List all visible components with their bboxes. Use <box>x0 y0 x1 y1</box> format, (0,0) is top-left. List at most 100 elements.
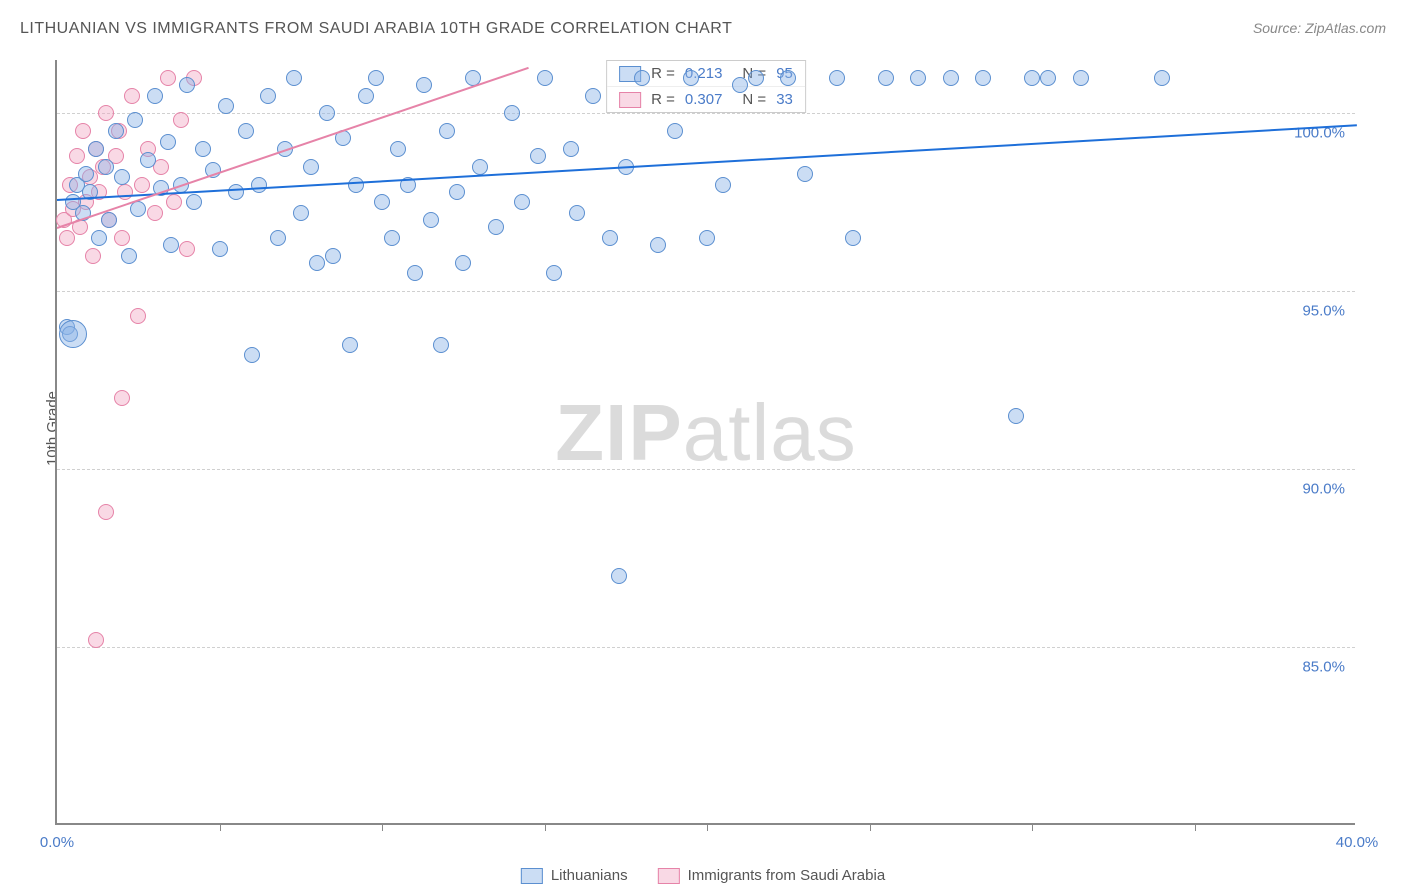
point-lithuanian <box>910 70 926 86</box>
point-saudi <box>179 241 195 257</box>
point-lithuanian <box>829 70 845 86</box>
r-value: 0.307 <box>685 91 723 108</box>
point-lithuanian <box>748 70 764 86</box>
point-lithuanian <box>1073 70 1089 86</box>
point-saudi <box>160 70 176 86</box>
point-saudi <box>173 112 189 128</box>
point-lithuanian <box>780 70 796 86</box>
point-lithuanian <box>975 70 991 86</box>
point-saudi <box>59 230 75 246</box>
point-saudi <box>114 390 130 406</box>
x-tick <box>220 823 221 831</box>
point-lithuanian <box>293 205 309 221</box>
x-tick <box>1032 823 1033 831</box>
legend-stats-row-pink: R = 0.307 N = 33 <box>607 86 805 112</box>
point-lithuanian <box>439 123 455 139</box>
point-lithuanian <box>286 70 302 86</box>
point-lithuanian <box>270 230 286 246</box>
legend-label: Immigrants from Saudi Arabia <box>688 867 886 884</box>
point-lithuanian <box>1154 70 1170 86</box>
watermark: ZIPatlas <box>555 386 856 478</box>
point-lithuanian <box>449 184 465 200</box>
point-lithuanian <box>384 230 400 246</box>
point-lithuanian <box>374 194 390 210</box>
gridline <box>57 647 1355 648</box>
point-lithuanian <box>433 337 449 353</box>
point-saudi <box>75 123 91 139</box>
swatch-pink-icon <box>658 868 680 884</box>
legend-stats: R = 0.213 N = 95 R = 0.307 N = 33 <box>606 60 806 113</box>
point-lithuanian <box>634 70 650 86</box>
y-tick-label: 90.0% <box>1302 481 1345 498</box>
point-lithuanian <box>114 169 130 185</box>
y-tick-label: 85.0% <box>1302 659 1345 676</box>
point-lithuanian <box>715 177 731 193</box>
point-lithuanian <box>797 166 813 182</box>
point-lithuanian <box>212 241 228 257</box>
point-saudi <box>124 88 140 104</box>
n-value: 33 <box>776 91 793 108</box>
point-lithuanian <box>423 212 439 228</box>
legend-item-blue: Lithuanians <box>521 867 628 884</box>
chart-title: LITHUANIAN VS IMMIGRANTS FROM SAUDI ARAB… <box>20 20 732 38</box>
point-lithuanian <box>140 152 156 168</box>
r-label: R = <box>651 91 675 108</box>
point-lithuanian <box>244 347 260 363</box>
point-lithuanian <box>530 148 546 164</box>
point-lithuanian <box>699 230 715 246</box>
point-lithuanian <box>732 77 748 93</box>
x-tick <box>1195 823 1196 831</box>
point-saudi <box>166 194 182 210</box>
x-tick <box>382 823 383 831</box>
point-lithuanian <box>455 255 471 271</box>
point-saudi <box>85 248 101 264</box>
gridline <box>57 291 1355 292</box>
point-lithuanian <box>546 265 562 281</box>
point-lithuanian <box>650 237 666 253</box>
point-lithuanian <box>160 134 176 150</box>
point-lithuanian <box>348 177 364 193</box>
point-lithuanian <box>319 105 335 121</box>
point-lithuanian <box>514 194 530 210</box>
point-lithuanian <box>121 248 137 264</box>
point-lithuanian <box>260 88 276 104</box>
point-lithuanian <box>472 159 488 175</box>
point-lithuanian <box>611 568 627 584</box>
n-label: N = <box>742 91 766 108</box>
point-lithuanian <box>537 70 553 86</box>
point-lithuanian <box>390 141 406 157</box>
plot-area: ZIPatlas R = 0.213 N = 95 R = 0.307 N = … <box>55 60 1355 825</box>
source-attribution: Source: ZipAtlas.com <box>1253 20 1386 36</box>
point-lithuanian <box>602 230 618 246</box>
swatch-blue-icon <box>521 868 543 884</box>
point-lithuanian <box>407 265 423 281</box>
point-lithuanian <box>368 70 384 86</box>
point-lithuanian <box>504 105 520 121</box>
x-tick-label: 0.0% <box>40 834 74 851</box>
legend-series: Lithuanians Immigrants from Saudi Arabia <box>521 867 885 884</box>
x-tick <box>545 823 546 831</box>
point-lithuanian <box>108 123 124 139</box>
point-saudi <box>114 230 130 246</box>
point-lithuanian <box>91 230 107 246</box>
point-lithuanian <box>163 237 179 253</box>
point-lithuanian <box>325 248 341 264</box>
point-lithuanian <box>179 77 195 93</box>
point-saudi <box>88 632 104 648</box>
y-tick-label: 95.0% <box>1302 303 1345 320</box>
point-lithuanian <box>878 70 894 86</box>
point-lithuanian <box>130 201 146 217</box>
point-lithuanian <box>1040 70 1056 86</box>
point-lithuanian <box>228 184 244 200</box>
point-lithuanian <box>186 194 202 210</box>
x-tick <box>870 823 871 831</box>
x-tick-label: 40.0% <box>1336 834 1379 851</box>
point-lithuanian <box>488 219 504 235</box>
point-saudi <box>134 177 150 193</box>
point-lithuanian <box>101 212 117 228</box>
point-lithuanian <box>303 159 319 175</box>
point-lithuanian <box>416 77 432 93</box>
point-lithuanian <box>98 159 114 175</box>
point-lithuanian <box>251 177 267 193</box>
gridline <box>57 469 1355 470</box>
